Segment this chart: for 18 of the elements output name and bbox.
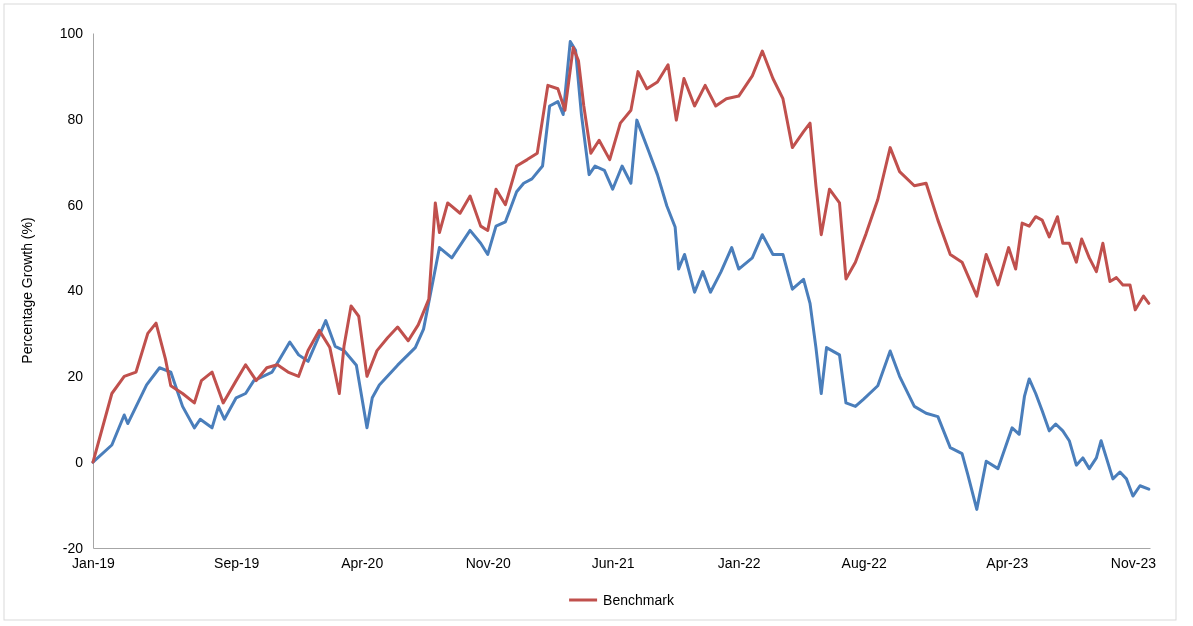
x-tick-label: Jun-21 xyxy=(591,554,635,571)
x-tick-label: Nov-20 xyxy=(465,554,512,571)
y-tick-label: 40 xyxy=(67,282,84,299)
x-tick-label: Jan-19 xyxy=(72,554,116,571)
y-tick-label: 20 xyxy=(67,368,84,385)
y-tick-label: 60 xyxy=(67,196,84,213)
x-tick-label: Apr-20 xyxy=(341,554,384,571)
x-tick-label: Nov-23 xyxy=(1110,554,1157,571)
x-tick-label: Jan-22 xyxy=(717,554,761,571)
x-tick-label: Apr-23 xyxy=(986,554,1029,571)
y-axis-title: Percentage Growth (%) xyxy=(19,217,35,364)
y-tick-label: -20 xyxy=(62,539,84,556)
x-tick-label: Sep-19 xyxy=(214,554,260,571)
legend-label: Benchmark xyxy=(603,592,675,608)
y-tick-label: 80 xyxy=(67,110,84,127)
x-tick-label: Aug-22 xyxy=(841,554,887,571)
y-tick-label: 100 xyxy=(59,24,84,41)
y-tick-label: 0 xyxy=(75,454,84,471)
